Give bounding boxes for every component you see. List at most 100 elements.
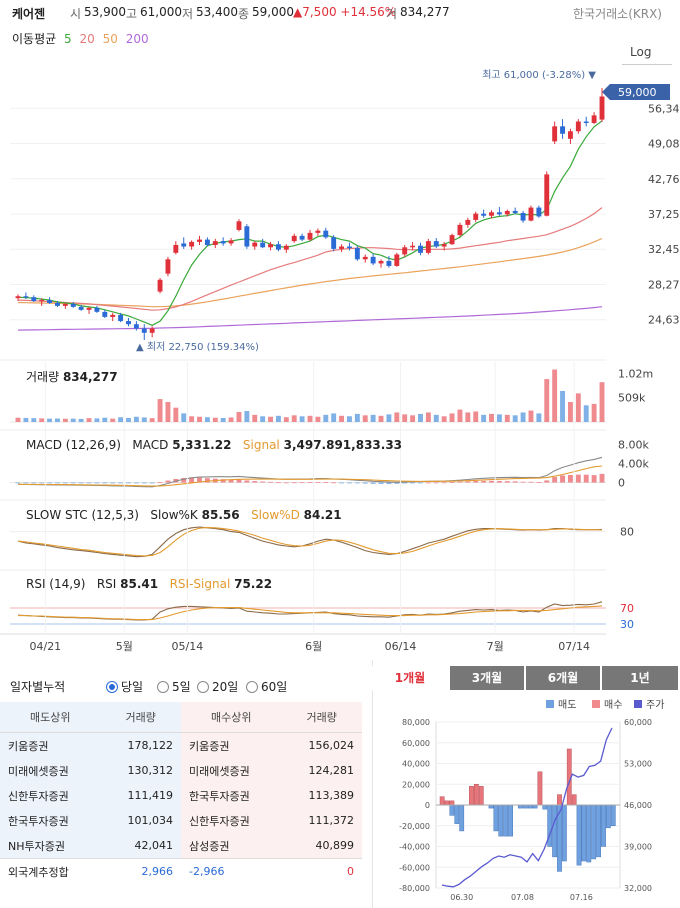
flow-x-tick: 07.16	[570, 893, 593, 902]
tab-6month[interactable]: 6개월	[526, 666, 600, 690]
buy-volume-header: 거래량	[281, 702, 362, 733]
volume-bar	[102, 417, 108, 422]
date-axis: 04/21 5월 05/14 6월 06/14 7월 07/14	[0, 362, 606, 653]
candle-body	[173, 244, 179, 253]
flow-buy-bar	[557, 794, 562, 806]
candle-body	[110, 314, 116, 317]
flow-sell-bar	[605, 804, 611, 829]
buy-volume: 156,024	[281, 732, 362, 758]
flow-left-tick: -40,000	[399, 843, 430, 852]
tab-1year[interactable]: 1년	[602, 666, 678, 690]
candle-body	[473, 213, 479, 220]
sell-volume: 130,312	[100, 758, 181, 783]
flow-right-tick: 46,000	[624, 801, 652, 810]
broker-row: 키움증권 178,122 키움증권 156,024	[0, 732, 362, 758]
volume-title: 거래량 834,277	[26, 370, 118, 384]
candle-body	[599, 96, 605, 120]
flow-buy-bar	[449, 800, 455, 806]
sell-broker: 키움증권	[0, 732, 101, 758]
buy-volume: 113,389	[281, 783, 362, 808]
sell-broker: NH투자증권	[0, 833, 101, 859]
candle-body	[449, 235, 455, 245]
volume-bar	[473, 411, 479, 422]
macd-histogram-bar	[418, 482, 423, 484]
tab-3month[interactable]: 3개월	[450, 666, 524, 690]
volume-bar	[62, 418, 68, 422]
macd-chart: 8.00k 4.00k 0	[10, 439, 649, 490]
volume-bar	[126, 417, 131, 422]
candle-body	[157, 279, 163, 292]
buy-broker: 신한투자증권	[180, 808, 282, 833]
price-tick-label: 32,454	[648, 243, 680, 256]
candle-body	[102, 311, 108, 317]
macd-histogram-bar	[204, 478, 210, 483]
volume-bar	[133, 416, 139, 422]
flow-buy-bar	[571, 794, 577, 806]
macd-histogram-bar	[473, 480, 479, 483]
volume-bar	[141, 417, 147, 422]
ma200-label[interactable]: 200	[125, 32, 149, 46]
sell-volume: 101,034	[100, 808, 181, 833]
candle-body	[418, 245, 423, 253]
macd-histogram-bar	[244, 480, 250, 483]
tab-1month[interactable]: 1개월	[372, 666, 448, 690]
macd-histogram-bar	[157, 482, 163, 483]
macd-histogram-bar	[496, 480, 502, 483]
macd-tick-label: 4.00k	[618, 458, 649, 471]
ma50-path	[17, 237, 603, 308]
macd-histogram-bar	[323, 482, 329, 483]
candle-body	[149, 328, 155, 333]
volume-bar	[23, 417, 29, 422]
volume-bar	[212, 417, 218, 422]
ma20-path	[17, 207, 603, 311]
option-60day[interactable]: 60일	[246, 678, 287, 695]
candle-body	[70, 303, 76, 307]
flow-buy-bar	[473, 784, 479, 806]
sell-volume: 42,041	[100, 833, 181, 859]
volume-bar	[591, 403, 597, 422]
macd-histogram-bar	[402, 482, 408, 484]
macd-tick-label: 8.00k	[618, 439, 649, 452]
option-5day[interactable]: 5일	[157, 678, 191, 695]
flow-left-tick: 60,000	[402, 739, 430, 748]
broker-row: 신한투자증권 111,419 한국투자증권 113,389	[0, 783, 362, 808]
macd-histogram-bar	[362, 482, 368, 484]
ma20-label[interactable]: 20	[79, 32, 95, 46]
ma5-label[interactable]: 5	[64, 32, 72, 46]
candle-body	[118, 314, 124, 322]
candle-body	[489, 212, 494, 216]
radio-icon	[157, 680, 169, 693]
high-marker: 최고 61,000 (-3.28%) ▼	[482, 69, 596, 81]
ma-label: 이동평균	[12, 32, 57, 46]
macd-histogram-bar	[567, 474, 573, 483]
volume-bar	[315, 416, 321, 422]
candle-body	[86, 307, 92, 310]
option-today[interactable]: 당일	[106, 678, 143, 695]
macd-histogram-bar	[299, 482, 305, 484]
volume-bar	[118, 417, 124, 422]
volume-bar	[275, 415, 281, 422]
sell-top-header: 매도상위	[0, 702, 101, 733]
stock-chart[interactable]: 56,342 49,084 42,761 37,253 32,454 28,273 24,6…	[0, 0, 680, 660]
flow-sell-bar	[459, 804, 465, 832]
ma50-label[interactable]: 50	[102, 32, 118, 46]
option-20day[interactable]: 20일	[197, 678, 238, 695]
open-value: 53,900	[84, 5, 126, 19]
buy-volume: 111,372	[281, 808, 362, 833]
log-scale-toggle[interactable]: Log	[630, 45, 652, 59]
candle-body	[402, 247, 408, 255]
macd-histogram-bar	[552, 477, 558, 483]
ma5-path	[17, 120, 603, 326]
macd-histogram-bar	[394, 482, 400, 484]
macd-histogram-bar	[126, 482, 131, 484]
volume-bar	[94, 418, 100, 422]
flow-buy-bar	[469, 786, 474, 806]
rsi-tick-label: 30	[620, 618, 634, 631]
legend-label: 매도	[558, 699, 576, 711]
flow-axis: 06.30 07.08 07.16	[450, 893, 593, 902]
buy-top-header: 매수상위	[180, 702, 282, 733]
volume-bar	[512, 415, 518, 422]
broker-row: 미래에셋증권 130,312 미래에셋증권 124,281	[0, 758, 362, 783]
macd-histogram-bar	[410, 482, 416, 484]
x-tick-label: 07/14	[558, 640, 590, 653]
